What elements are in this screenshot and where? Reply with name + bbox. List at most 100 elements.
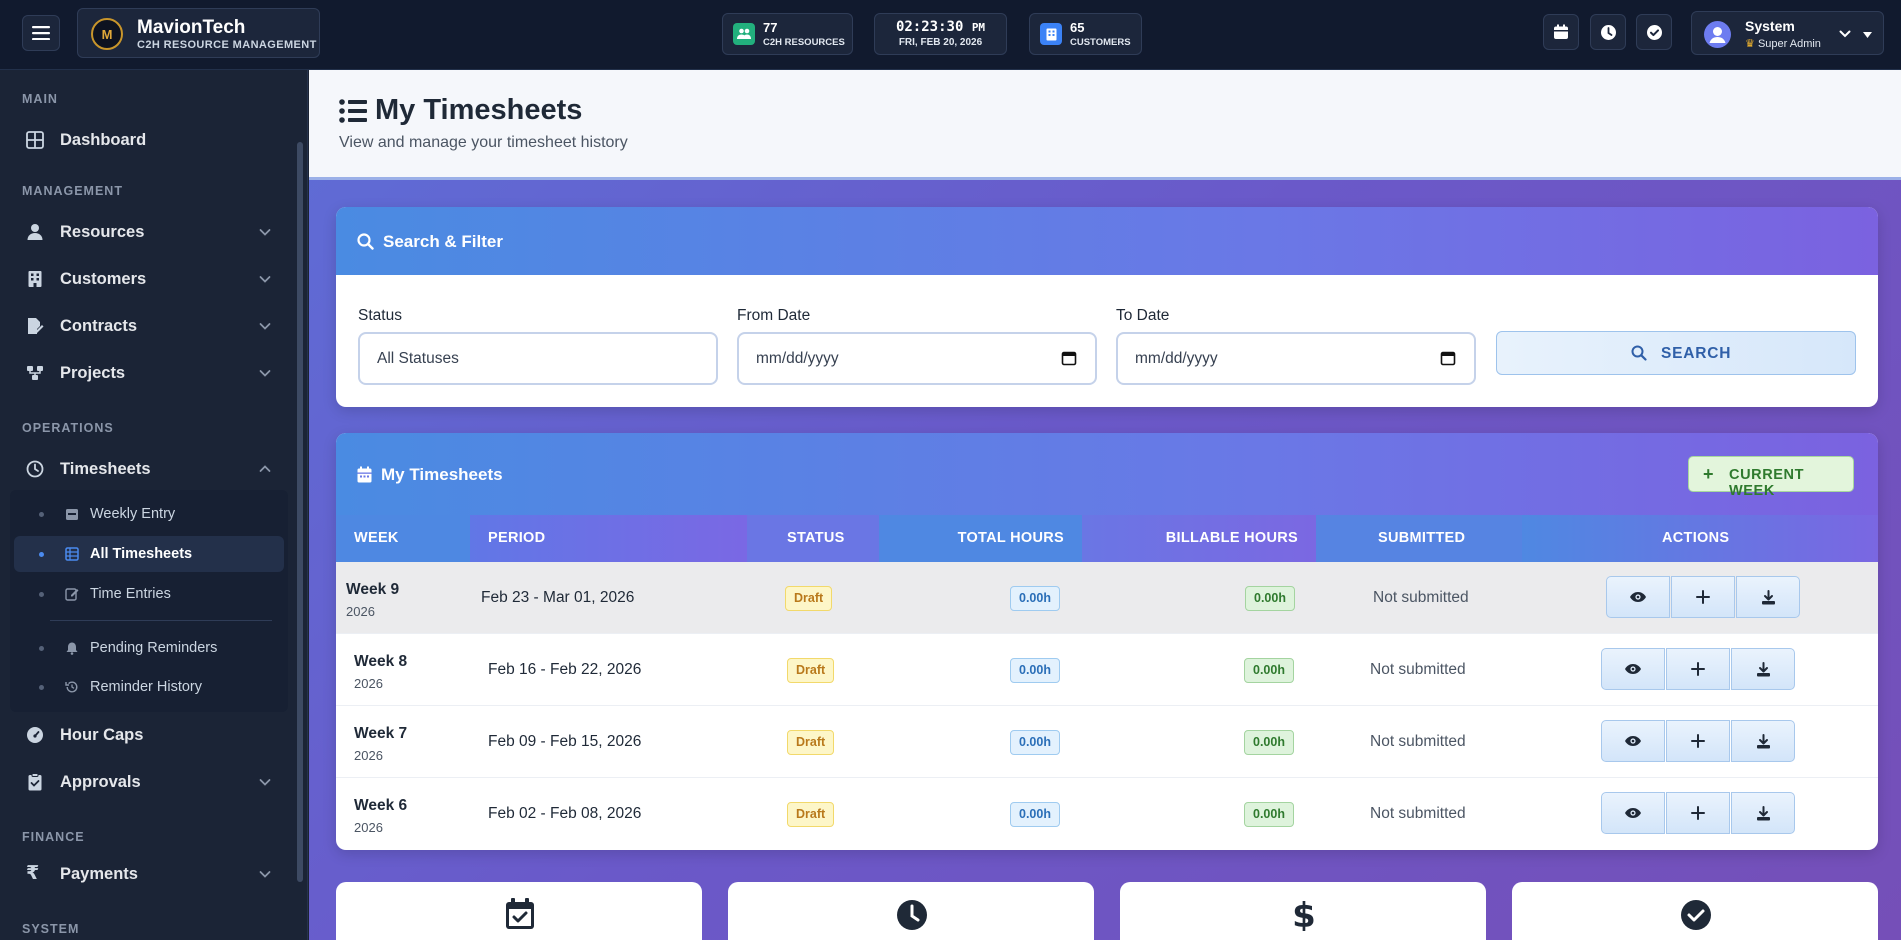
clipboard-check-icon <box>28 773 42 791</box>
download-icon <box>1756 661 1770 676</box>
filter-card-title: Search & Filter <box>383 232 503 251</box>
resources-count: 77 <box>763 20 778 35</box>
top-bar: M MavionTech C2H RESOURCE MANAGEMENT 77 … <box>0 0 1901 70</box>
sidebar-item-approvals[interactable]: Approvals <box>0 762 290 802</box>
clock-date: FRI, FEB 20, 2026 <box>898 37 983 48</box>
table-list-icon <box>65 547 79 561</box>
view-button[interactable] <box>1601 648 1665 690</box>
view-button[interactable] <box>1601 792 1665 834</box>
customers-counter[interactable]: 65 CUSTOMERS <box>1029 13 1142 55</box>
plus-icon <box>1696 590 1710 604</box>
download-button[interactable] <box>1731 792 1795 834</box>
view-button[interactable] <box>1606 576 1670 618</box>
tasks-button[interactable] <box>1636 14 1672 50</box>
status-badge: Draft <box>787 802 835 827</box>
sidebar: MAIN Dashboard MANAGEMENT Resources Cust… <box>0 70 308 940</box>
submitted-text: Not submitted <box>1370 805 1466 822</box>
table-row[interactable]: Week 7 2026 Feb 09 - Feb 15, 2026 Draft … <box>336 706 1878 778</box>
submitted-text: Not submitted <box>1370 661 1466 678</box>
sidebar-item-label: Projects <box>60 364 126 382</box>
sidebar-item-weekly-entry[interactable]: Weekly Entry <box>14 496 284 532</box>
sidebar-item-reminder-history[interactable]: Reminder History <box>14 669 284 705</box>
resources-counter[interactable]: 77 C2H RESOURCES <box>722 13 853 55</box>
add-entry-button[interactable] <box>1666 648 1730 690</box>
download-button[interactable] <box>1731 720 1795 762</box>
menu-toggle-button[interactable] <box>22 15 60 51</box>
clock-time-row: 02:23:30 PM <box>875 19 1006 35</box>
page-subtitle: View and manage your timesheet history <box>339 134 628 151</box>
sidebar-item-timesheets[interactable]: Timesheets <box>0 449 290 489</box>
sidebar-sub-label: Weekly Entry <box>90 506 176 522</box>
column-header-status: STATUS <box>747 515 879 562</box>
column-header-week: WEEK <box>336 515 470 562</box>
brand-logo: M <box>91 18 123 50</box>
sidebar-item-payments[interactable]: ₹ Payments <box>0 854 290 894</box>
history-button[interactable] <box>1590 14 1626 50</box>
sidebar-item-all-timesheets[interactable]: All Timesheets <box>14 536 284 572</box>
sidebar-item-label: Timesheets <box>60 460 151 478</box>
chevron-down-icon <box>1839 30 1851 38</box>
table-row[interactable]: Week 9 2026 Feb 23 - Mar 01, 2026 Draft … <box>336 562 1878 634</box>
period-text: Feb 09 - Feb 15, 2026 <box>488 733 642 750</box>
calendar-icon <box>1554 24 1568 39</box>
view-button[interactable] <box>1601 720 1665 762</box>
column-header-label: ACTIONS <box>1662 530 1730 546</box>
calendar-icon[interactable] <box>1061 350 1077 366</box>
sidebar-item-label: Approvals <box>60 773 141 791</box>
search-icon <box>357 233 374 250</box>
calendar-check-icon <box>506 898 534 929</box>
table-row[interactable]: Week 8 2026 Feb 16 - Feb 22, 2026 Draft … <box>336 634 1878 706</box>
stat-card-hours <box>728 882 1094 940</box>
bullet-dot <box>39 552 44 557</box>
clock-icon <box>1600 24 1616 40</box>
add-entry-button[interactable] <box>1666 792 1730 834</box>
eye-icon <box>1625 736 1641 746</box>
column-header-label: WEEK <box>354 530 399 546</box>
customers-count: 65 <box>1070 20 1085 35</box>
calendar-icon[interactable] <box>1440 350 1456 366</box>
search-button[interactable]: SEARCH <box>1496 331 1856 375</box>
project-diagram-icon <box>27 366 43 380</box>
sidebar-item-customers[interactable]: Customers <box>0 259 290 299</box>
sidebar-item-pending-reminders[interactable]: Pending Reminders <box>14 630 284 666</box>
week-year: 2026 <box>354 676 383 691</box>
rupee-icon: ₹ <box>26 863 40 884</box>
sidebar-item-dashboard[interactable]: Dashboard <box>0 120 290 160</box>
add-entry-button[interactable] <box>1666 720 1730 762</box>
download-button[interactable] <box>1731 648 1795 690</box>
sidebar-item-label: Resources <box>60 223 145 241</box>
user-icon <box>27 224 43 240</box>
column-header-total-hours: TOTAL HOURS <box>879 515 1082 562</box>
user-menu[interactable]: System ♛ Super Admin <box>1691 11 1884 55</box>
status-select[interactable]: All Statuses <box>358 332 718 385</box>
status-badge: Draft <box>787 730 835 755</box>
eye-icon <box>1625 808 1641 818</box>
column-header-label: SUBMITTED <box>1378 530 1466 546</box>
page-title: My Timesheets <box>375 94 583 126</box>
bullet-dot <box>39 685 44 690</box>
sidebar-item-time-entries[interactable]: Time Entries <box>14 576 284 612</box>
sidebar-item-projects[interactable]: Projects <box>0 353 290 393</box>
sidebar-item-resources[interactable]: Resources <box>0 212 290 252</box>
download-button[interactable] <box>1736 576 1800 618</box>
current-week-button[interactable]: + CURRENT WEEK <box>1688 456 1854 499</box>
to-date-label: To Date <box>1116 307 1170 324</box>
list-icon <box>339 99 367 123</box>
chevron-down-icon <box>259 276 271 283</box>
brand[interactable]: M MavionTech C2H RESOURCE MANAGEMENT <box>77 8 320 58</box>
column-header-label: BILLABLE HOURS <box>1165 530 1298 546</box>
calendar-button[interactable] <box>1543 14 1579 50</box>
from-date-input[interactable]: mm/dd/yyyy <box>737 332 1097 385</box>
table-row[interactable]: Week 6 2026 Feb 02 - Feb 08, 2026 Draft … <box>336 778 1878 850</box>
chevron-down-icon <box>259 323 271 330</box>
svg-text:$: $ <box>1292 897 1316 931</box>
add-entry-button[interactable] <box>1671 576 1735 618</box>
sidebar-scrollbar[interactable] <box>297 142 303 882</box>
sidebar-item-hour-caps[interactable]: Hour Caps <box>0 715 290 755</box>
sidebar-item-contracts[interactable]: Contracts <box>0 306 290 346</box>
to-date-input[interactable]: mm/dd/yyyy <box>1116 332 1476 385</box>
period-text: Feb 02 - Feb 08, 2026 <box>488 805 642 822</box>
chevron-down-icon <box>259 871 271 878</box>
sidebar-item-label: Payments <box>60 865 138 883</box>
grid-icon <box>26 131 44 149</box>
